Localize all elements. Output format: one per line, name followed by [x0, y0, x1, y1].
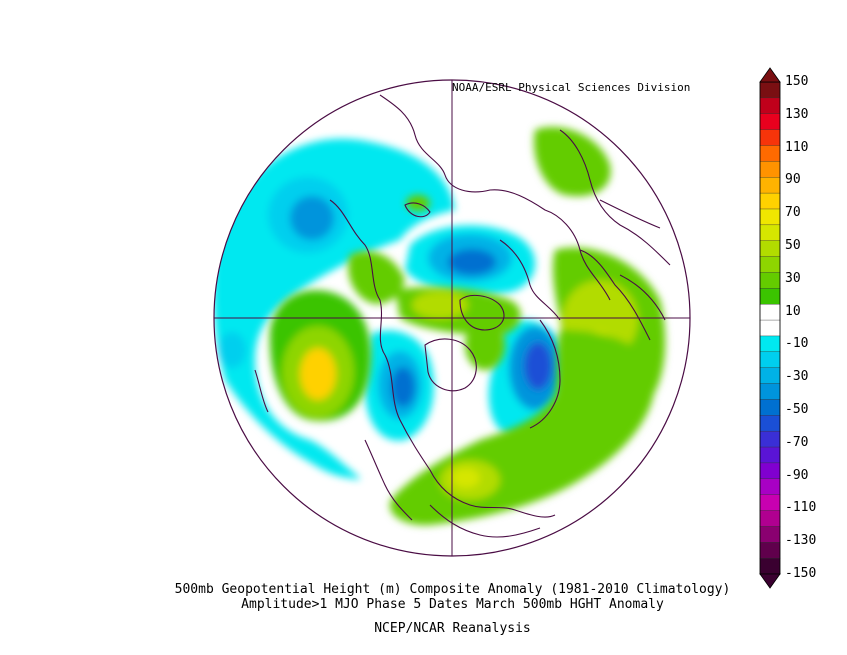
- colorbar-tick-label: 10: [785, 303, 801, 319]
- positive-anomalies: [269, 126, 666, 526]
- colorbar-tick-label: 90: [785, 172, 801, 188]
- colorbar-tick-label: 150: [785, 74, 809, 89]
- coastlines: [254, 94, 671, 538]
- colorbar-tick-label: 70: [785, 205, 801, 221]
- map-caption-line3: NCEP/NCAR Reanalysis: [374, 621, 531, 636]
- colorbar-swatch: [759, 399, 781, 416]
- colorbar-swatch: [759, 224, 781, 242]
- colorbar-swatch: [759, 494, 781, 512]
- colorbar-tick-label: 30: [785, 270, 801, 286]
- colorbar-swatch: [759, 161, 781, 178]
- colorbar: [759, 67, 781, 589]
- colorbar-swatch: [759, 113, 781, 131]
- colorbar-tick-label: -50: [785, 402, 809, 417]
- colorbar-swatch: [759, 272, 781, 290]
- credit-text: NOAA/ESRL Physical Sciences Division: [452, 81, 691, 94]
- colorbar-tick-label: 110: [785, 139, 809, 155]
- colorbar-swatch: [759, 557, 781, 575]
- map-caption-line1: 500mb Geopotential Height (m) Composite …: [174, 582, 731, 597]
- colorbar-tick-label: -70: [785, 434, 809, 450]
- colorbar-upper-arrow: [759, 67, 781, 83]
- colorbar-tick-label: -10: [785, 336, 809, 352]
- colorbar-swatch: [759, 240, 781, 258]
- colorbar-swatch: [759, 145, 781, 163]
- colorbar-swatch: [759, 192, 781, 210]
- colorbar-swatch: [759, 256, 781, 274]
- colorbar-tick-label: -110: [785, 500, 817, 516]
- colorbar-swatch: [759, 208, 781, 226]
- colorbar-tick-label: -90: [785, 467, 809, 483]
- colorbar-swatch: [759, 542, 781, 559]
- colorbar-tick-label: -150: [785, 566, 817, 581]
- colorbar-tick-label: -130: [785, 533, 817, 549]
- map-caption-line2: Amplitude>1 MJO Phase 5 Dates March 500m…: [241, 597, 664, 612]
- colorbar-swatch: [759, 303, 781, 321]
- colorbar-lower-arrow: [759, 573, 781, 589]
- colorbar-swatch: [759, 97, 781, 115]
- colorbar-swatch: [759, 430, 781, 448]
- colorbar-swatch: [759, 129, 781, 147]
- colorbar-swatch: [759, 478, 781, 496]
- colorbar-swatch: [759, 526, 781, 543]
- colorbar-swatch: [759, 415, 781, 432]
- colorbar-swatch: [759, 288, 781, 305]
- colorbar-swatch: [759, 446, 781, 464]
- globe-outline: [213, 79, 691, 557]
- colorbar-swatch: [759, 367, 781, 385]
- colorbar-swatch: [759, 335, 781, 353]
- colorbar-swatch: [759, 177, 781, 194]
- colorbar-swatch: [759, 81, 781, 99]
- colorbar-swatch: [759, 510, 781, 528]
- colorbar-tick-label: 50: [785, 238, 801, 253]
- colorbar-swatch: [759, 462, 781, 480]
- colorbar-tick-label: 130: [785, 106, 809, 122]
- colorbar-swatch: [759, 351, 781, 369]
- negative-anomalies: [214, 138, 566, 480]
- colorbar-swatch: [759, 383, 781, 401]
- colorbar-tick-label: -30: [785, 369, 809, 385]
- colorbar-swatch: [759, 319, 781, 337]
